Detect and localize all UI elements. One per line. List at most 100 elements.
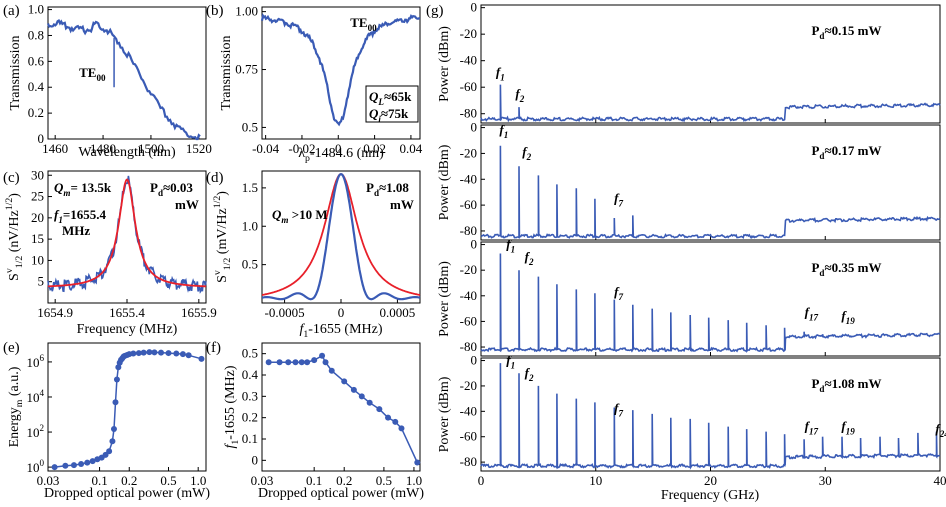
y-axis-label-c-part: 1/2 — [4, 198, 15, 211]
mech-q-label-c-part: Q — [54, 180, 64, 195]
power-label-c-part: d — [158, 188, 163, 198]
power-unit-c-part: mW — [175, 197, 199, 212]
y-tick-label-e-part: 10 — [26, 460, 39, 475]
y-tick-label-a: 0.8 — [28, 27, 44, 42]
y-axis-label-b-part: Transmission — [219, 36, 234, 111]
y-tick-label-g4: -80 — [460, 454, 477, 469]
dropped-power-label-g1-part: d — [819, 31, 824, 41]
y-axis-label-g1-part: Power (dBm) — [437, 26, 452, 102]
power-unit-c: mW — [175, 197, 199, 212]
x-tick-label-b: 0 — [335, 141, 342, 156]
y-axis-label-d-part: 1/2 — [222, 258, 233, 271]
y-tick-label-b: 1.00 — [235, 4, 258, 19]
mech-q-label-c: Qm= 13.5k — [54, 180, 112, 198]
energy-point — [140, 349, 147, 356]
harmonic-label-f7-part: f — [614, 284, 620, 299]
x-tick-label-f: 0.5 — [376, 473, 392, 488]
harmonic-label-f17: f17 — [805, 304, 819, 322]
harmonic-label-f7-part: 7 — [618, 409, 623, 419]
y-tick-label-e: 100 — [26, 458, 44, 475]
harmonic-label-f1-part: 1 — [504, 130, 509, 140]
x-tick-label-g4: 0 — [478, 473, 485, 488]
x-tick-label-g4: 10 — [589, 473, 602, 488]
dropped-power-label-g2: Pd≈0.17 mW — [811, 143, 881, 161]
harmonic-label-f19-part: f — [841, 308, 847, 323]
x-tick-label-b: -0.04 — [252, 141, 280, 156]
loaded-q-label-part: ≈65k — [384, 89, 412, 104]
y-tick-label-f: 0.4 — [242, 367, 259, 382]
y-tick-label-g3: 0 — [471, 237, 478, 252]
harmonic-label-f17-part: 17 — [809, 312, 819, 322]
y-tick-label-c: 15 — [31, 231, 44, 246]
harmonic-label-f1-part: f — [506, 352, 512, 367]
lorentzian-fit-c — [47, 178, 207, 288]
dropped-power-label-g1-part: P — [811, 23, 819, 38]
frequency-shift-line-f — [268, 354, 418, 463]
harmonic-label-f24-part: 24 — [939, 429, 946, 439]
mode-label-a: TE00 — [79, 65, 106, 83]
harmonic-label-f2-part: f — [525, 365, 531, 380]
y-axis-label-c-part: S — [7, 273, 22, 281]
energy-point — [112, 399, 119, 406]
panel-g3: 0 -20 -40 -60 -80 — [460, 237, 941, 357]
x-axis-label-b: λp-1484.6 (nm) — [298, 146, 384, 164]
frequency-shift-point — [322, 359, 329, 366]
dropped-power-label-g3: Pd≈0.35 mW — [811, 260, 881, 278]
y-tick-label-g3: -80 — [460, 339, 477, 354]
loaded-q-label-part: L — [377, 97, 384, 107]
x-tick-label-e: 0.03 — [37, 473, 60, 488]
noise-spectrum-c — [47, 175, 207, 294]
mode-label-b-part: 00 — [368, 23, 378, 33]
harmonic-label-f2-part: f — [525, 249, 531, 264]
y-tick-label-e: 102 — [26, 423, 44, 440]
frequency-shift-point — [285, 359, 292, 366]
y-axis-label-f-part: 1 — [230, 440, 241, 445]
harmonic-label-f1-part: f — [496, 65, 502, 80]
energy-point — [62, 462, 69, 469]
energy-point — [158, 349, 165, 356]
y-tick-label-g2: -40 — [460, 171, 477, 186]
loaded-q-label-part: Q — [369, 89, 379, 104]
y-tick-label-f: 0.3 — [242, 388, 258, 403]
x-axis-label-c: Frequency (MHz) — [77, 322, 178, 337]
power-label-d-part: ≈1.08 — [379, 180, 409, 195]
harmonic-label-f17: f17 — [805, 418, 819, 436]
frequency-shift-point — [392, 418, 399, 425]
panel-b: -0.04 -0.02 0 0.02 0.04 0.5 0.75 1.00 — [235, 4, 423, 156]
q-factor-box — [365, 85, 419, 123]
y-tick-label-b: 0.75 — [235, 62, 258, 77]
y-axis-label-d: Sv1/2 (mV/Hz1/2) — [212, 191, 233, 283]
panel-g1: 0 -20 -40 -60 -80 — [460, 0, 941, 124]
frequency-shift-point — [376, 406, 383, 413]
panel-c: 1654.9 1655.4 1655.9 5 10 15 20 25 30 — [31, 167, 217, 320]
harmonic-label-f19-part: 19 — [846, 316, 856, 326]
x-tick-label-d: -0.0005 — [265, 305, 305, 320]
y-tick-label-a: 0 — [38, 131, 45, 146]
y-tick-label-b: 0.5 — [242, 119, 258, 134]
noise-spectrum-d — [261, 172, 421, 301]
y-axis-label-d-part: S — [215, 275, 230, 283]
y-tick-label-d: 1.0 — [242, 218, 258, 233]
energy-point — [173, 350, 180, 357]
freq-unit-c: MHz — [62, 223, 90, 238]
x-tick-label-e: 0.2 — [121, 473, 137, 488]
harmonic-label-f1: f1 — [506, 352, 515, 370]
harmonic-label-f17-part: f — [805, 304, 811, 319]
x-tick-label-g4: 30 — [819, 473, 832, 488]
plot-frame-g4 — [480, 357, 941, 472]
energy-point — [146, 349, 153, 356]
panel-f: 0.03 0.1 0.2 0.5 1.0 0 0.1 0.2 0.3 0.4 0.5 — [242, 342, 422, 488]
y-tick-label-e: 104 — [26, 388, 44, 405]
harmonic-label-f1-part: 1 — [500, 73, 505, 83]
x-tick-label-e: 1.0 — [190, 473, 206, 488]
y-tick-label-g2: -60 — [460, 197, 477, 212]
y-axis-label-e-part: Energy — [7, 407, 22, 447]
dropped-power-label-g1-part: ≈0.15 mW — [824, 23, 881, 38]
y-tick-label-e-part: 6 — [39, 353, 44, 363]
spectrum-line-g4 — [480, 363, 941, 470]
y-axis-label-g4: Power (dBm) — [437, 376, 452, 452]
panel-g4: 0 10 20 30 40 0 -20 -40 -60 -80 — [460, 353, 946, 488]
freq-label-c: f1=1655.4 — [54, 207, 107, 225]
panel-label-e: (e) — [3, 340, 20, 356]
mode-label-b: TE00 — [350, 15, 377, 33]
